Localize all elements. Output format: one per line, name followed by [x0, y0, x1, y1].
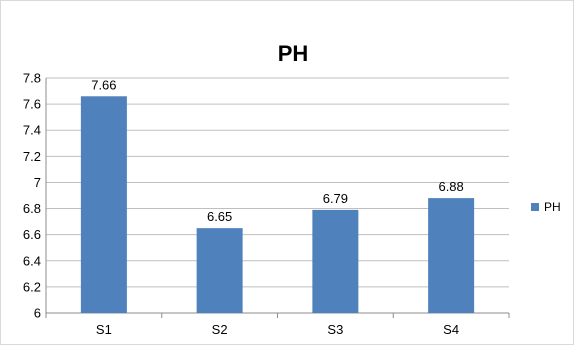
x-tick-label: S3	[327, 322, 343, 337]
data-label-s3: 6.79	[323, 191, 348, 206]
y-tick-label: 6.4	[23, 253, 41, 268]
data-label-s4: 6.88	[438, 179, 463, 194]
y-tick-label: 6.8	[23, 201, 41, 216]
data-label-s1: 7.66	[91, 77, 116, 92]
legend-label: PH	[544, 200, 561, 214]
data-label-s2: 6.65	[207, 209, 232, 224]
bar-s4	[428, 198, 475, 313]
y-tick-label: 7.8	[23, 71, 41, 86]
bar-s3	[312, 209, 359, 313]
y-tick-label: 6.6	[23, 227, 41, 242]
y-axis: 6 6.2 6.4 6.6 6.8 7 7.2 7.4 7.6 7.8	[23, 71, 47, 321]
chart-title: PH	[278, 41, 309, 66]
y-tick-label: 6.2	[23, 279, 41, 294]
x-tick-label: S1	[96, 322, 112, 337]
bar-s2	[196, 228, 243, 313]
bar-s1	[80, 96, 127, 314]
x-axis: S1 S2 S3 S4	[45, 312, 510, 337]
y-tick-label: 7	[34, 175, 41, 190]
legend-swatch	[531, 203, 539, 211]
legend: PH	[531, 200, 561, 214]
x-tick-label: S2	[212, 322, 228, 337]
y-tick-label: 6	[34, 306, 41, 321]
x-tick-label: S4	[443, 322, 459, 337]
y-tick-label: 7.2	[23, 149, 41, 164]
y-tick-label: 7.4	[23, 123, 41, 138]
data-labels: 7.66 6.65 6.79 6.88	[91, 77, 464, 224]
bars	[80, 96, 475, 314]
y-tick-label: 7.6	[23, 97, 41, 112]
